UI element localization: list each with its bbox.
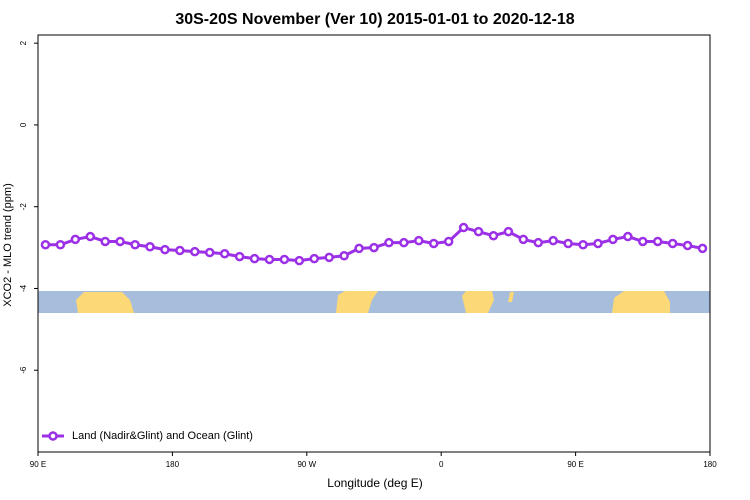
x-tick-label: 180	[166, 460, 180, 469]
data-point	[384, 237, 394, 248]
chart-title: 30S-20S November (Ver 10) 2015-01-01 to …	[175, 11, 574, 28]
data-point	[324, 252, 334, 263]
x-tick-label: 90 E	[567, 460, 583, 469]
data-point	[518, 234, 529, 245]
y-tick-label: -4	[19, 284, 28, 292]
land	[612, 291, 670, 313]
data-point	[354, 243, 364, 254]
data-point	[40, 239, 51, 250]
data-point	[115, 236, 125, 247]
data-point	[563, 238, 573, 249]
data-point	[234, 251, 245, 262]
data-point	[473, 226, 484, 237]
x-tick-label: 90 E	[30, 460, 46, 469]
x-tick-label: 0	[439, 460, 444, 469]
data-point	[608, 234, 618, 245]
data-point	[339, 251, 349, 261]
land-ocean-map	[38, 291, 710, 313]
y-axis-label: XCO2 - MLO trend (ppm)	[2, 183, 14, 306]
data-point	[593, 238, 603, 249]
data-point	[638, 236, 648, 247]
data-point	[652, 236, 663, 247]
data-point	[294, 255, 305, 266]
data-point	[204, 247, 215, 258]
data-point	[85, 231, 96, 242]
legend-marker	[48, 431, 58, 441]
legend-label: Land (Nadir&Glint) and Ocean (Glint)	[72, 430, 253, 442]
data-point	[70, 234, 81, 245]
data-point	[55, 239, 66, 250]
data-point	[443, 236, 454, 247]
data-point	[190, 246, 200, 257]
x-axis-label: Longitude (deg E)	[327, 476, 422, 490]
data-point	[533, 237, 544, 248]
data-point	[145, 242, 155, 252]
data-point	[414, 235, 424, 246]
data-point	[219, 248, 230, 259]
data-point	[399, 237, 409, 248]
data-point	[309, 253, 320, 264]
y-tick-label: -6	[19, 366, 28, 374]
data-point	[488, 230, 499, 241]
data-point	[279, 254, 290, 265]
data-point	[697, 243, 708, 254]
x-tick-label: 180	[703, 460, 717, 469]
y-tick-label: -2	[19, 203, 28, 211]
plot-frame	[37, 34, 711, 453]
data-point	[623, 231, 633, 242]
data-point	[548, 235, 558, 246]
data-point	[682, 240, 693, 251]
land	[76, 292, 134, 313]
data-point	[130, 239, 140, 250]
data-point	[100, 236, 110, 247]
x-tick-label: 90 W	[297, 460, 316, 469]
data-point	[667, 238, 678, 249]
data-point	[160, 244, 170, 255]
land	[462, 291, 494, 313]
data-point	[578, 239, 588, 250]
data-point	[458, 222, 469, 233]
data-point	[264, 254, 275, 265]
data-point	[369, 242, 379, 253]
data-point	[503, 226, 514, 237]
data-point	[428, 238, 439, 249]
ocean-band	[38, 291, 710, 313]
y-tick-label: 0	[19, 122, 28, 127]
y-tick-label: 2	[19, 40, 28, 45]
data-point	[249, 253, 260, 264]
land	[508, 292, 514, 302]
data-point	[175, 245, 185, 256]
land	[336, 291, 378, 313]
legend-item: Land (Nadir&Glint) and Ocean (Glint)	[42, 430, 253, 442]
